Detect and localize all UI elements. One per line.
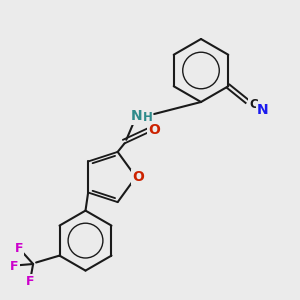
- Text: N: N: [257, 103, 268, 117]
- Text: F: F: [10, 260, 19, 273]
- Text: F: F: [14, 242, 23, 255]
- Text: H: H: [143, 111, 152, 124]
- Text: C: C: [249, 98, 258, 111]
- Text: O: O: [148, 123, 160, 137]
- Text: F: F: [26, 275, 34, 288]
- Text: N: N: [130, 110, 142, 123]
- Text: O: O: [132, 170, 144, 184]
